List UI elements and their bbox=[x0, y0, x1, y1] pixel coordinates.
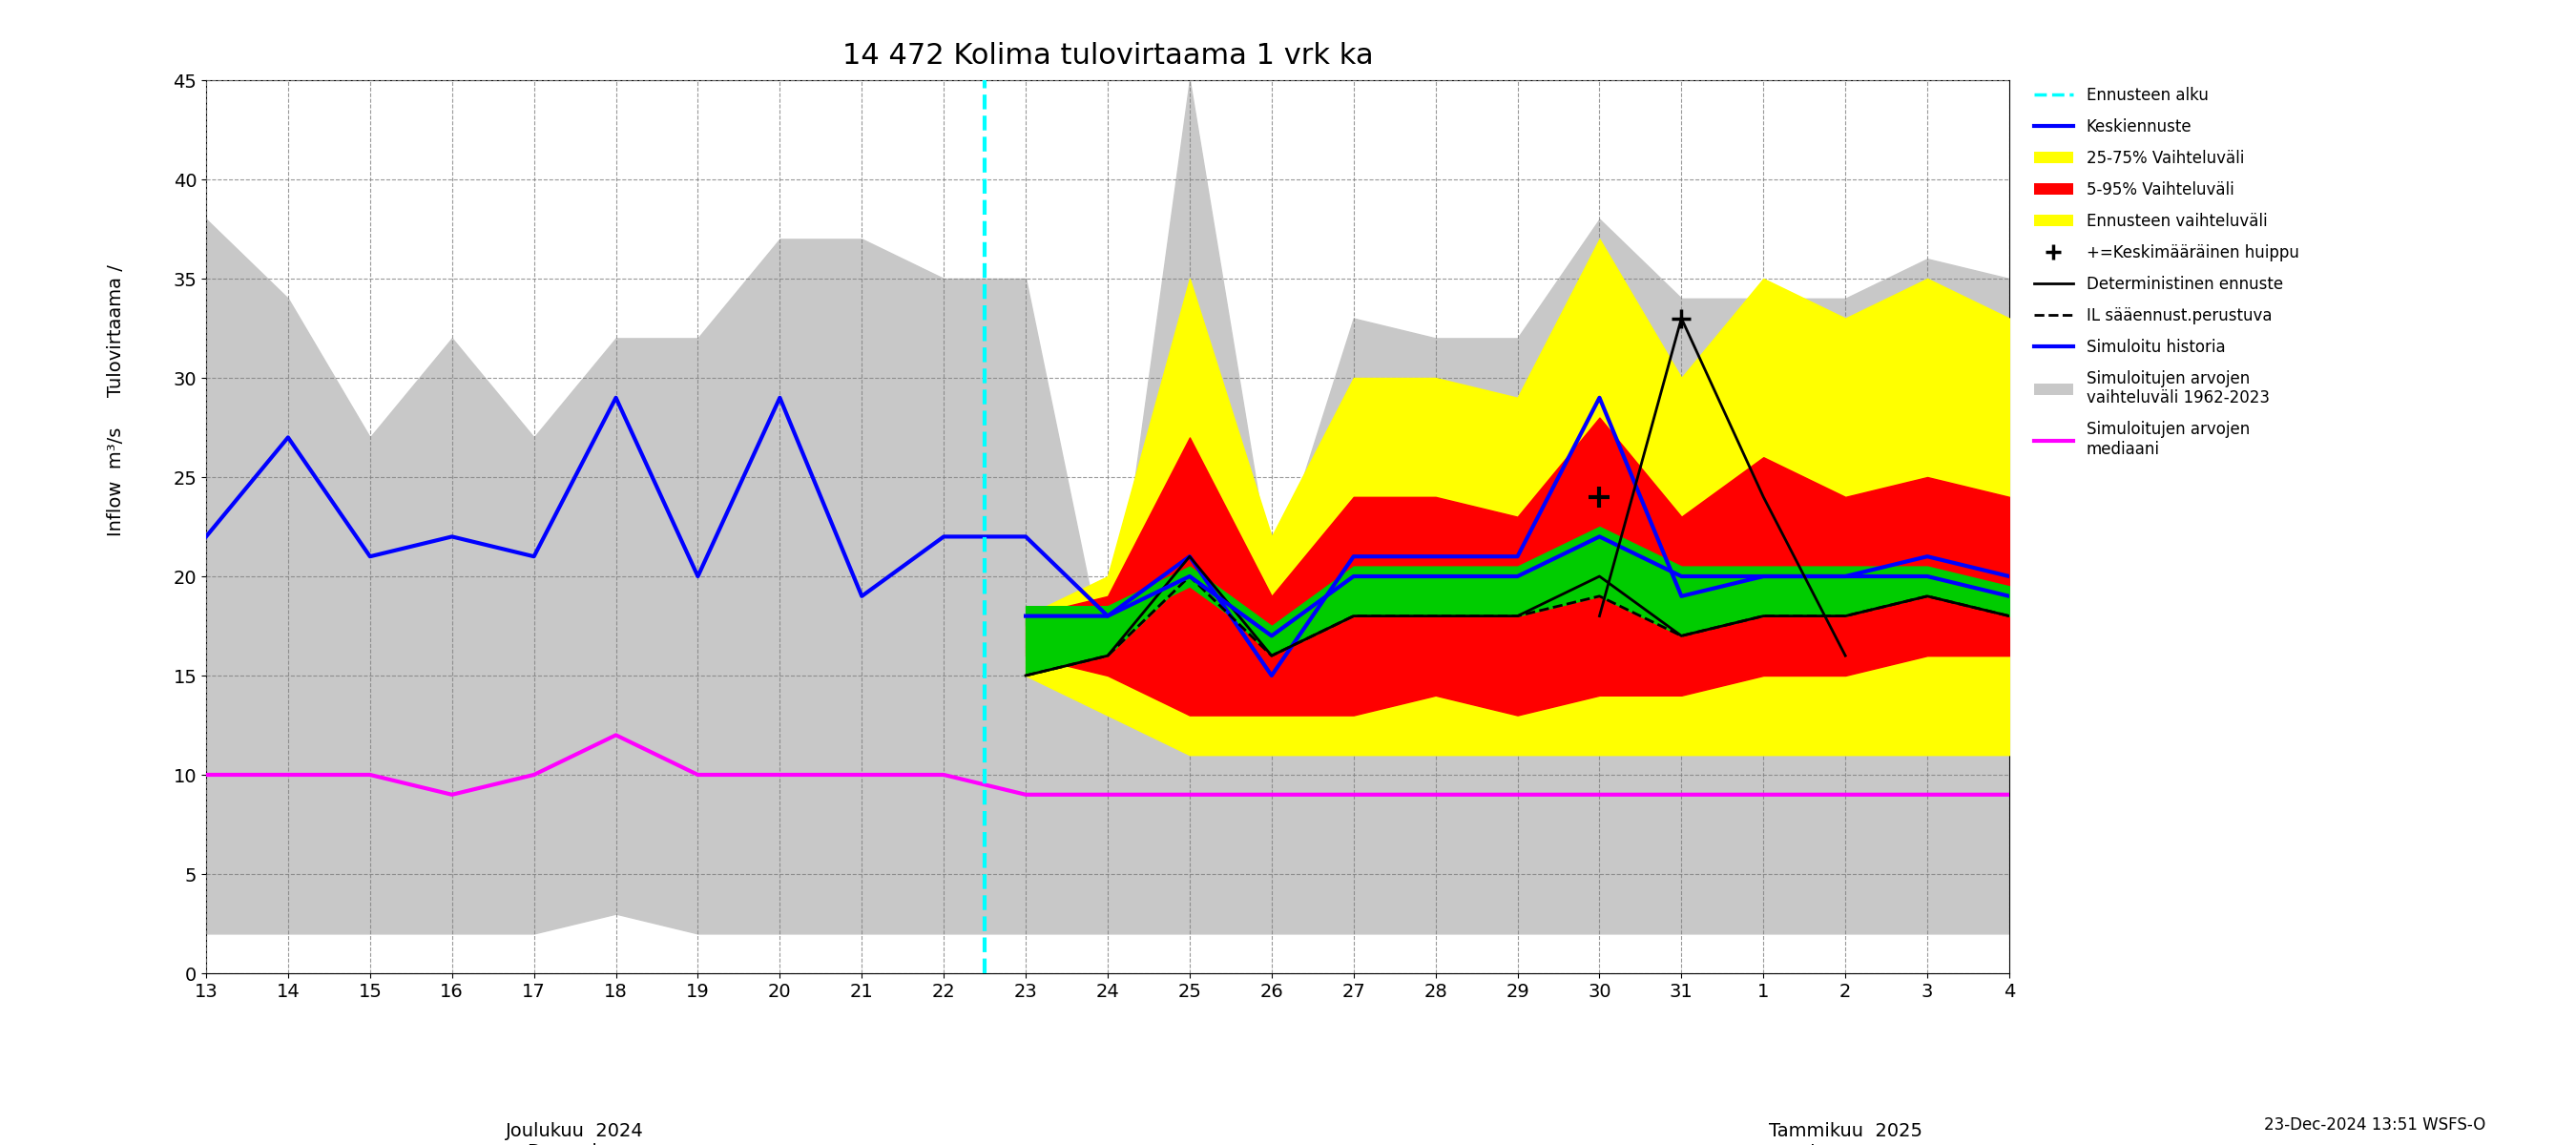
Text: 23-Dec-2024 13:51 WSFS-O: 23-Dec-2024 13:51 WSFS-O bbox=[2264, 1116, 2486, 1134]
Text: Joulukuu  2024
December: Joulukuu 2024 December bbox=[505, 1122, 644, 1145]
Title: 14 472 Kolima tulovirtaama 1 vrk ka: 14 472 Kolima tulovirtaama 1 vrk ka bbox=[842, 42, 1373, 70]
Legend: Ennusteen alku, Keskiennuste, 25-75% Vaihteluväli, 5-95% Vaihteluväli, Ennusteen: Ennusteen alku, Keskiennuste, 25-75% Vai… bbox=[2027, 80, 2306, 465]
Text: Inflow  m³/s: Inflow m³/s bbox=[106, 427, 126, 537]
Text: Tammikuu  2025
January: Tammikuu 2025 January bbox=[1770, 1122, 1922, 1145]
Text: Tulovirtaama /: Tulovirtaama / bbox=[106, 264, 126, 396]
